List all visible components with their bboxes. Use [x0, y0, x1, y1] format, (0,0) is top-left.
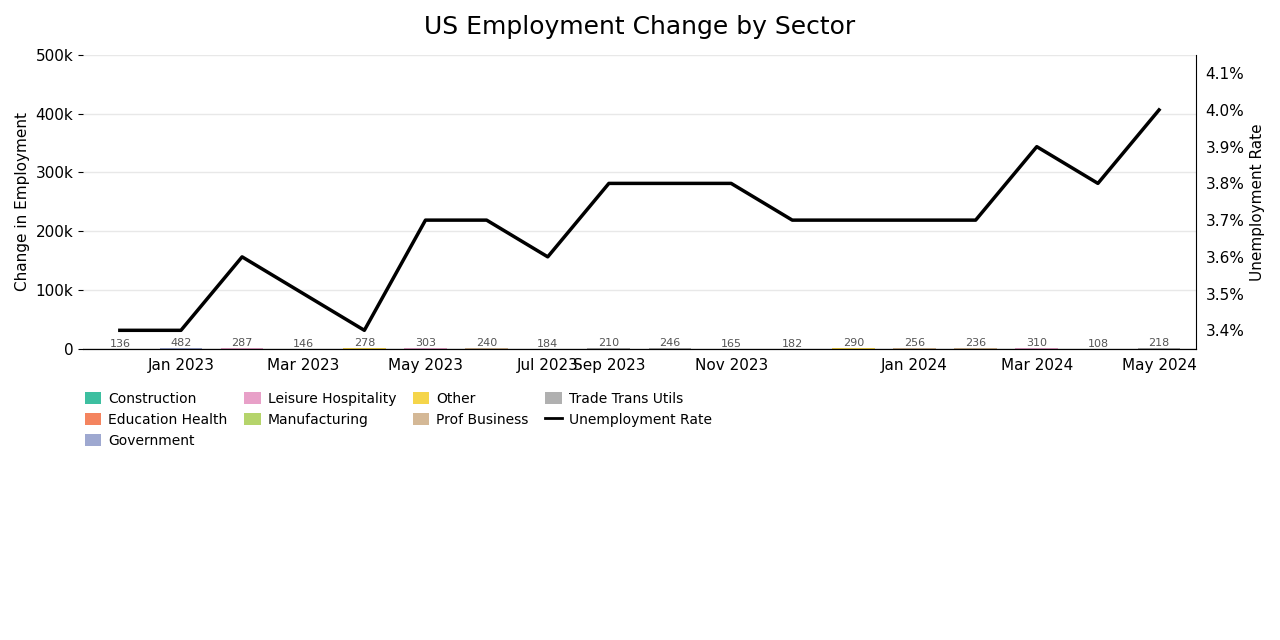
Text: 482: 482	[170, 338, 192, 348]
Y-axis label: Change in Employment: Change in Employment	[15, 112, 29, 291]
Text: 218: 218	[1148, 339, 1170, 349]
Legend: Construction, Education Health, Government, Leisure Hospitality, Manufacturing, : Construction, Education Health, Governme…	[79, 387, 718, 453]
Text: 310: 310	[1027, 339, 1047, 348]
Text: 246: 246	[659, 339, 681, 349]
Text: 165: 165	[721, 339, 741, 349]
Text: 210: 210	[598, 339, 620, 349]
Text: 146: 146	[293, 339, 314, 349]
Text: 278: 278	[353, 339, 375, 348]
Text: 240: 240	[476, 339, 497, 348]
Text: 256: 256	[904, 339, 925, 348]
Y-axis label: Unemployment Rate: Unemployment Rate	[1251, 123, 1265, 280]
Text: 182: 182	[782, 339, 803, 349]
Text: 287: 287	[232, 339, 252, 348]
Text: 290: 290	[842, 339, 864, 348]
Text: 108: 108	[1087, 339, 1108, 349]
Text: 136: 136	[109, 339, 131, 349]
Title: US Employment Change by Sector: US Employment Change by Sector	[424, 15, 855, 39]
Text: 303: 303	[415, 339, 436, 348]
Text: 236: 236	[965, 339, 986, 349]
Text: 184: 184	[538, 339, 558, 349]
